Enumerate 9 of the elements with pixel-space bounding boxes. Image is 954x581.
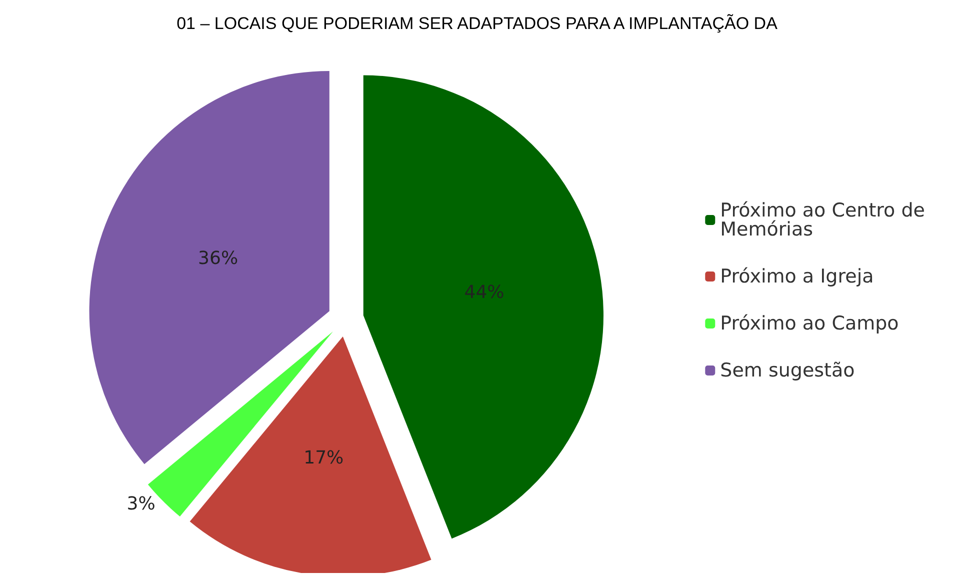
data-label: 44% — [464, 282, 504, 303]
chart-title: 01 – LOCAIS QUE PODERIAM SER ADAPTADOS PARA A IMPLANTAÇÃO DA — [176, 14, 778, 33]
legend-label: Próximo ao Centro de Memórias — [720, 200, 932, 240]
legend-label: Próximo a Igreja — [720, 266, 874, 288]
data-label: 3% — [126, 494, 156, 515]
legend-label: Próximo ao Campo — [720, 312, 899, 334]
data-label: 17% — [304, 448, 344, 469]
data-label: 36% — [198, 248, 238, 270]
legend-label: Sem sugestão — [720, 360, 855, 382]
